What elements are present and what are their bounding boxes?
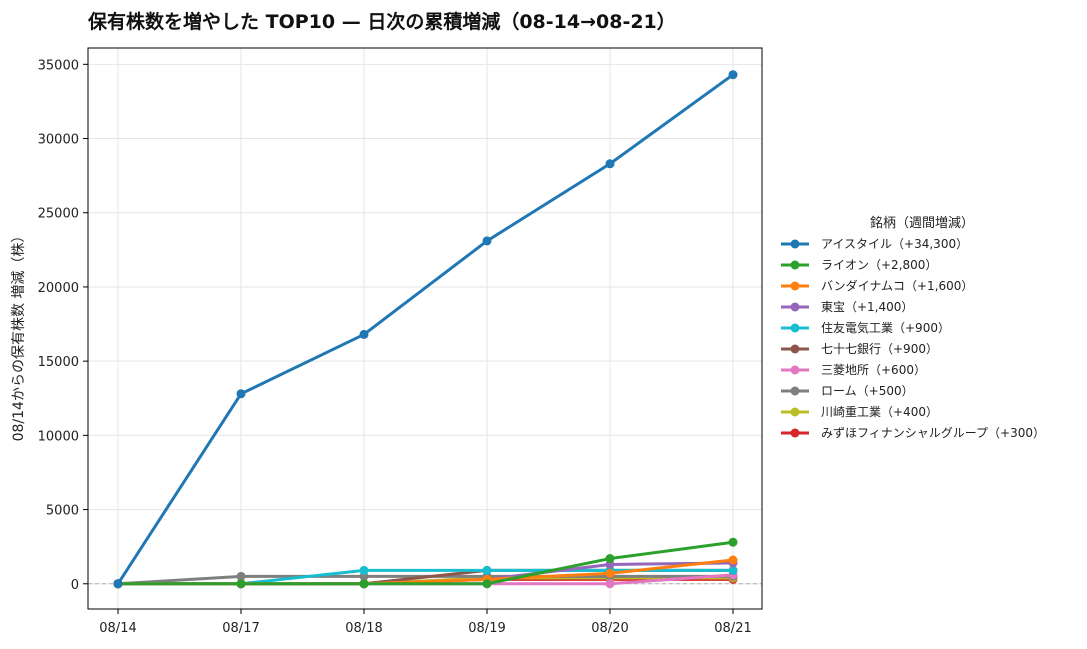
y-tick-label: 30000 — [38, 133, 79, 148]
data-point — [605, 579, 615, 589]
legend-label: みずほフィナンシャルグループ（+300） — [821, 426, 1045, 440]
y-tick-label: 5000 — [46, 504, 79, 519]
gridlines — [88, 48, 762, 609]
plot-frame — [87, 47, 763, 610]
chart-title: 保有株数を増やした TOP10 — 日次の累積増減（08-14→08-21） — [87, 10, 676, 33]
data-point — [728, 70, 738, 80]
data-point — [236, 389, 246, 399]
data-point — [236, 579, 246, 589]
data-point — [359, 565, 369, 575]
legend-label: 住友電気工業（+900） — [821, 320, 950, 335]
series-group — [113, 70, 738, 589]
legend-marker — [790, 344, 800, 354]
legend-item: ローム（+500） — [781, 384, 914, 398]
y-axis: 0 5000 10000 15000 20000 25000 30000 35000 — [38, 58, 88, 593]
y-tick-label: 35000 — [38, 58, 79, 73]
series-line — [118, 540, 734, 586]
legend-marker — [790, 407, 800, 417]
legend-item: みずほフィナンシャルグループ（+300） — [781, 426, 1045, 440]
legend-marker — [790, 386, 800, 396]
x-axis: 08/14 08/17 08/18 08/19 08/20 08/21 — [99, 609, 752, 636]
legend-label: ライオン（+2,800） — [821, 258, 937, 272]
data-point — [482, 579, 492, 589]
x-tick-label: 08/18 — [345, 621, 382, 636]
legend-marker — [790, 260, 800, 270]
x-tick-label: 08/21 — [714, 621, 751, 636]
y-tick-label: 15000 — [38, 355, 79, 370]
legend-label: 川崎重工業（+400） — [821, 405, 938, 419]
y-tick-label: 25000 — [38, 207, 79, 222]
legend-item: アイスタイル（+34,300） — [781, 237, 968, 251]
legend-item: ライオン（+2,800） — [781, 258, 937, 272]
legend-marker — [790, 428, 800, 438]
legend-marker — [790, 239, 800, 249]
data-point — [605, 159, 615, 169]
legend-marker — [790, 323, 800, 333]
legend-item: 川崎重工業（+400） — [781, 405, 938, 419]
data-point — [482, 236, 492, 246]
x-tick-label: 08/19 — [468, 621, 505, 636]
series-0 — [113, 70, 738, 589]
y-tick-label: 0 — [71, 578, 79, 593]
data-point — [728, 555, 738, 565]
legend-label: アイスタイル（+34,300） — [821, 237, 968, 251]
legend-label: ローム（+500） — [821, 384, 914, 398]
legend-item: 住友電気工業（+900） — [781, 320, 950, 335]
y-tick-label: 10000 — [38, 429, 79, 444]
data-point — [359, 579, 369, 589]
data-point — [728, 537, 738, 547]
data-point — [113, 579, 123, 589]
legend: 銘柄（週間増減） アイスタイル（+34,300） ライオン（+2,800） バンダイ… — [781, 215, 1045, 440]
data-point — [359, 329, 369, 339]
legend-marker — [790, 302, 800, 312]
legend-marker — [790, 365, 800, 375]
legend-item: 東宝（+1,400） — [781, 300, 913, 314]
y-tick-label: 20000 — [38, 281, 79, 296]
y-axis-label: 08/14からの保有株数 増減（株） — [10, 229, 27, 442]
legend-item: 七十七銀行（+900） — [781, 342, 938, 356]
data-point — [605, 568, 615, 578]
x-tick-label: 08/17 — [222, 621, 259, 636]
series-line — [116, 73, 734, 585]
legend-item: バンダイナムコ（+1,600） — [781, 278, 973, 293]
legend-marker — [790, 281, 800, 291]
x-tick-label: 08/14 — [99, 621, 136, 636]
data-point — [236, 571, 246, 581]
legend-label: 東宝（+1,400） — [821, 300, 913, 314]
legend-label: バンダイナムコ（+1,600） — [821, 278, 973, 293]
data-point — [482, 565, 492, 575]
legend-label: 七十七銀行（+900） — [821, 342, 938, 356]
x-tick-label: 08/20 — [591, 621, 628, 636]
data-point — [728, 565, 738, 575]
legend-label: 三菱地所（+600） — [821, 363, 926, 377]
legend-items: アイスタイル（+34,300） ライオン（+2,800） バンダイナムコ（+1,60… — [781, 237, 1045, 440]
legend-item: 三菱地所（+600） — [781, 363, 926, 377]
legend-title: 銘柄（週間増減） — [870, 215, 974, 231]
data-point — [605, 554, 615, 564]
